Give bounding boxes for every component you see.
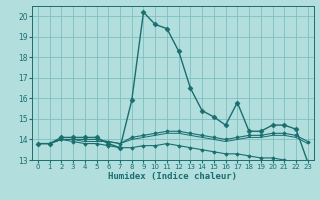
X-axis label: Humidex (Indice chaleur): Humidex (Indice chaleur) bbox=[108, 172, 237, 181]
